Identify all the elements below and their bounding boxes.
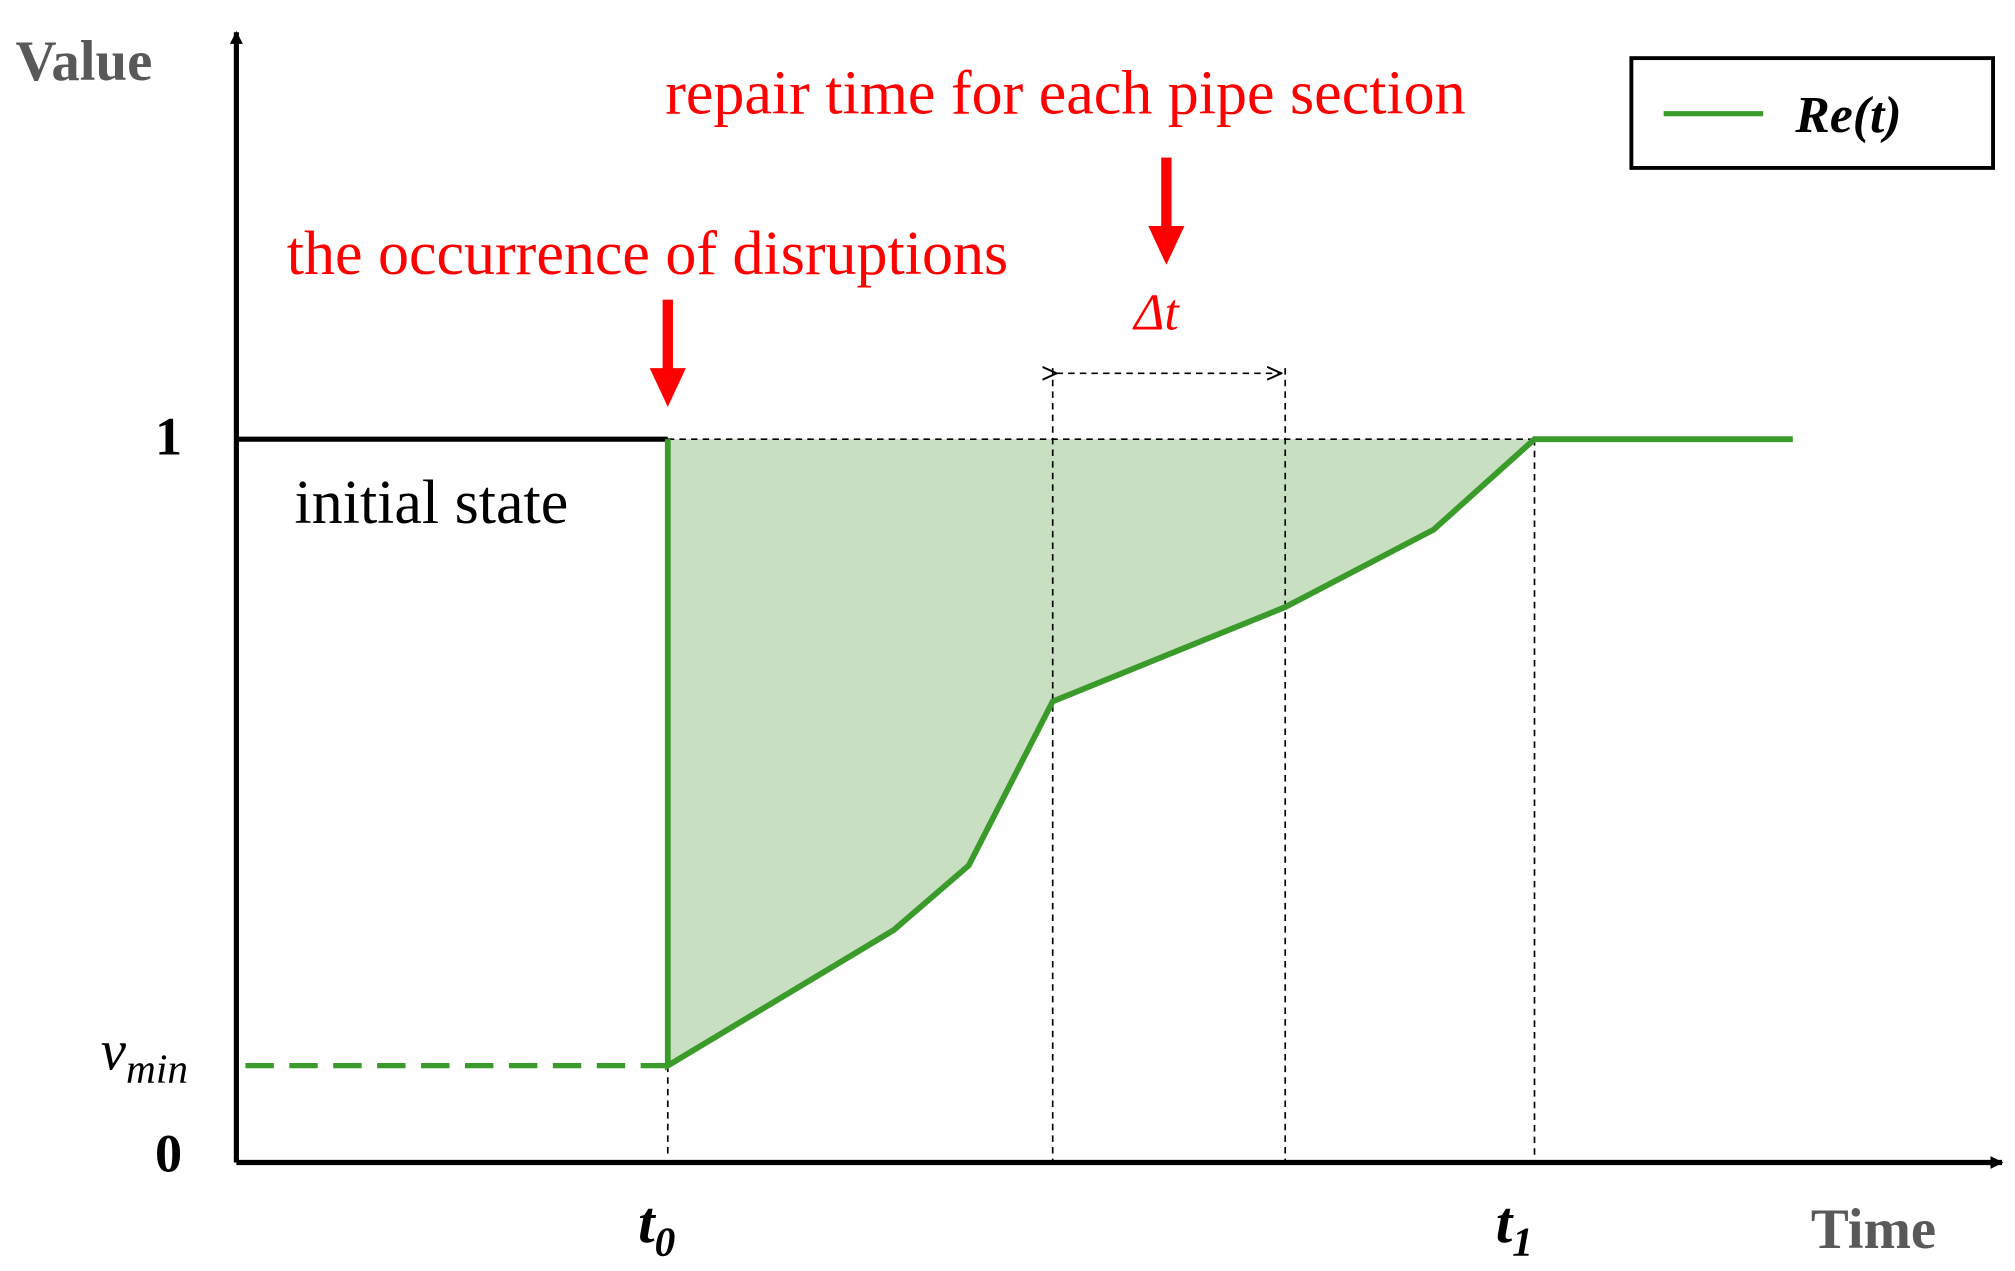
y-one-label: 1 [155,407,182,467]
resilience-loss-area [667,439,1535,1066]
t0-base: t [638,1190,656,1256]
y-zero-label: 0 [155,1124,182,1184]
vmin-sub: min [126,1045,188,1091]
initial-state-label: initial state [295,469,569,537]
t1-label: t1 [1496,1190,1533,1265]
delta-t-label: Δt [1132,284,1180,341]
guide-lines [666,368,1536,1163]
y-axis-label: Value [16,30,153,93]
t0-label: t0 [638,1190,675,1265]
t0-sub: 0 [655,1219,676,1265]
t1-base: t [1496,1190,1514,1256]
red-arrows [649,157,1185,407]
x-axis-label: Time [1811,1198,1936,1261]
legend-label: Re(t) [1794,87,1901,144]
vmin-label: vmin [101,1020,188,1092]
resilience-curve [664,436,1793,1071]
disruption-label: the occurrence of disruptions [287,220,1008,288]
t1-sub: 1 [1512,1219,1533,1265]
vmin-base: v [101,1020,127,1083]
repair-label: repair time for each pipe section [665,60,1465,128]
